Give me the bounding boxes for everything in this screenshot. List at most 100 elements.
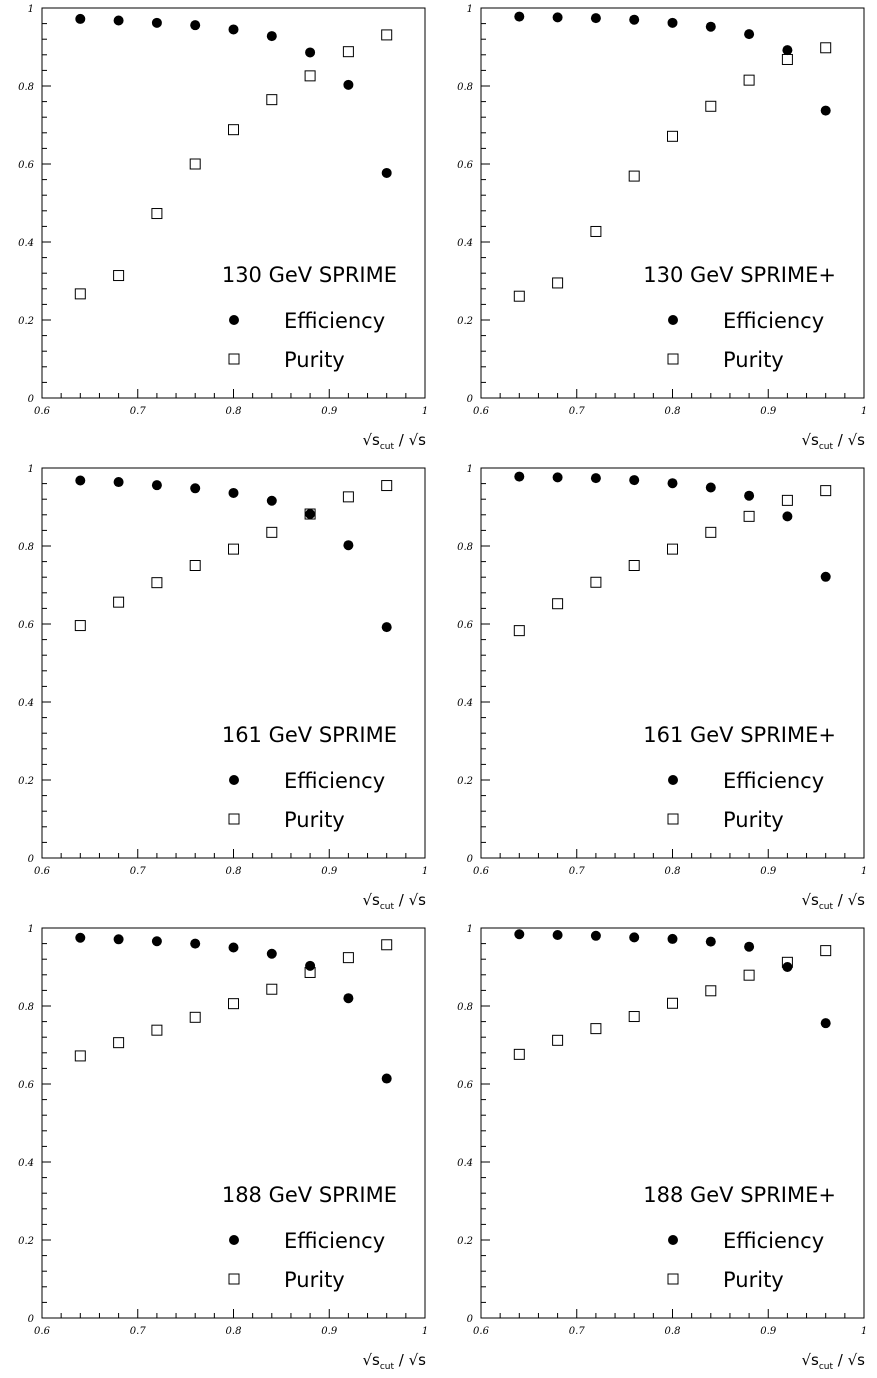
purity-point: x=0.8, y=0.792 [667,543,678,555]
purity-point: x=0.88, y=0.879 [743,969,755,981]
efficiency-point: x=0.68, y=0.968 [113,15,124,26]
x-tick-label: 0.9 [321,1326,338,1337]
efficiency-point: x=0.76, y=0.956 [190,20,201,31]
y-tick-label: 0.8 [18,542,34,553]
x-tick-label: 0.9 [760,866,777,877]
efficiency-point: x=0.96, y=0.577 [381,167,392,178]
y-tick-label: 0.4 [18,238,34,249]
legend-efficiency-marker [668,1235,678,1245]
legend-efficiency-label: Efficiency [723,1229,824,1253]
x-axis-label-suffix: / √s [833,431,865,449]
chart-svg: 0.6 0.7 0.8 0.9 1 0 0.2 0.4 0.6 0.8 1 √scut / √s 161… [457,464,867,912]
y-tick-label: 1 [28,464,34,475]
y-tick-label: 0.8 [457,82,473,93]
y-tick-label: 0.2 [457,316,473,327]
efficiency-point: x=0.92, y=0.9 [782,962,793,972]
x-axis-label-suffix: / √s [394,431,426,449]
x-axis-label-suffix: / √s [833,1351,865,1369]
y-tick-label: 0.8 [457,1002,473,1013]
y-tick-label: 0.2 [457,776,473,787]
x-tick-label: 0.7 [569,1326,586,1337]
chart-panel-161-sprime-plus: 0.6 0.7 0.8 0.9 1 0 0.2 0.4 0.6 0.8 1 √scut / √s 161… [439,460,877,918]
legend-efficiency-marker [229,775,239,785]
purity-point: x=0.68, y=0.712 [552,1034,564,1046]
purity-point: x=0.68, y=0.656 [113,596,125,608]
x-tick-label: 0.6 [34,1326,51,1337]
x-tick-label: 0.9 [321,406,338,417]
x-axis-label: √scut / √s [801,891,865,912]
efficiency-point: x=0.76, y=0.96 [190,938,201,949]
x-tick-label: 0.7 [130,1326,147,1337]
y-tick-label: 1 [467,924,473,935]
legend-purity-label: Purity [723,1268,784,1292]
x-axis-label-prefix: √s [801,1351,819,1369]
purity-point: x=0.84, y=0.835 [705,526,717,538]
purity-point: x=0.92, y=0.868 [781,53,793,65]
legend-purity-label: Purity [284,808,345,832]
purity-point: x=0.8, y=0.688 [228,124,239,136]
x-tick-label: 0.9 [760,1326,777,1337]
purity-point: x=0.72, y=0.706 [151,577,163,589]
plot-frame [41,467,426,859]
efficiency-point: x=0.68, y=0.982 [552,930,563,941]
efficiency-point: x=0.96, y=0.737 [820,105,831,116]
legend-purity-label: Purity [723,808,784,832]
chart-panel-188-sprime-plus: 0.6 0.7 0.8 0.9 1 0 0.2 0.4 0.6 0.8 1 √scut / √s 188… [439,920,877,1378]
x-axis-label-sub: cut [380,442,395,452]
legend-efficiency-label: Efficiency [284,1229,385,1253]
x-tick-label: 1 [422,866,428,877]
purity-point: x=0.68, y=0.652 [552,598,564,610]
y-tick-label: 0 [28,394,35,405]
y-tick-label: 0.4 [18,698,34,709]
x-tick-label: 0.9 [321,866,338,877]
efficiency-point: x=0.64, y=0.968 [75,475,86,486]
efficiency-point: x=0.96, y=0.592 [381,622,392,633]
purity-point: x=0.96, y=0.957 [381,939,393,951]
legend-efficiency-label: Efficiency [284,309,385,333]
efficiency-point: x=0.64, y=0.978 [514,471,525,482]
plot-frame [480,7,865,399]
efficiency-point: x=0.84, y=0.952 [705,21,716,32]
efficiency-point: x=0.8, y=0.961 [667,478,678,489]
legend-efficiency-label: Efficiency [723,309,824,333]
efficiency-point: x=0.88, y=0.886 [305,47,316,58]
efficiency-point: x=0.84, y=0.928 [266,31,277,42]
y-tick-label: 0.6 [457,1080,474,1091]
purity-point: x=0.88, y=0.815 [743,74,755,86]
purity-point: x=0.64, y=0.267 [74,288,86,300]
x-tick-label: 0.8 [665,1326,681,1337]
purity-point: x=0.84, y=0.839 [705,985,717,997]
plot-frame [480,467,865,859]
legend-purity-label: Purity [723,348,784,372]
y-tick-label: 0.6 [18,620,35,631]
efficiency-point: x=0.84, y=0.916 [266,495,277,506]
x-tick-label: 0.6 [34,866,51,877]
y-tick-label: 0.8 [457,542,473,553]
x-tick-label: 1 [861,866,867,877]
y-tick-label: 0.4 [457,1158,473,1169]
efficiency-point: x=0.92, y=0.892 [782,45,793,56]
purity-point: x=0.76, y=0.771 [189,1011,201,1023]
purity-point: x=0.76, y=0.75 [189,560,201,571]
legend-purity-marker [667,353,679,365]
purity-point: x=0.64, y=0.583 [513,625,525,637]
legend-purity-marker [228,353,240,365]
purity-point: x=0.64, y=0.672 [74,1050,86,1062]
chart-svg: 0.6 0.7 0.8 0.9 1 0 0.2 0.4 0.6 0.8 1 √scut / √s 130… [18,4,428,452]
y-tick-label: 1 [28,924,34,935]
x-axis-label-suffix: / √s [394,891,426,909]
chart-svg: 0.6 0.7 0.8 0.9 1 0 0.2 0.4 0.6 0.8 1 √scut / √s 188… [18,924,428,1372]
purity-point: x=0.76, y=0.6 [189,158,201,170]
purity-point: x=0.72, y=0.707 [590,576,602,588]
x-tick-label: 0.8 [226,406,242,417]
efficiency-point: x=0.96, y=0.721 [820,571,831,582]
purity-point: x=0.72, y=0.738 [151,1024,163,1036]
x-axis-label: √scut / √s [801,1351,865,1372]
x-tick-label: 0.6 [473,1326,490,1337]
chart-panel-188-sprime: 0.6 0.7 0.8 0.9 1 0 0.2 0.4 0.6 0.8 1 √scut / √s 188… [0,920,438,1378]
legend-purity-marker [667,1273,679,1285]
purity-point: x=0.76, y=0.773 [628,1011,640,1023]
x-axis-label: √scut / √s [362,891,426,912]
x-axis-label-prefix: √s [801,431,819,449]
x-axis-label-prefix: √s [362,1351,380,1369]
